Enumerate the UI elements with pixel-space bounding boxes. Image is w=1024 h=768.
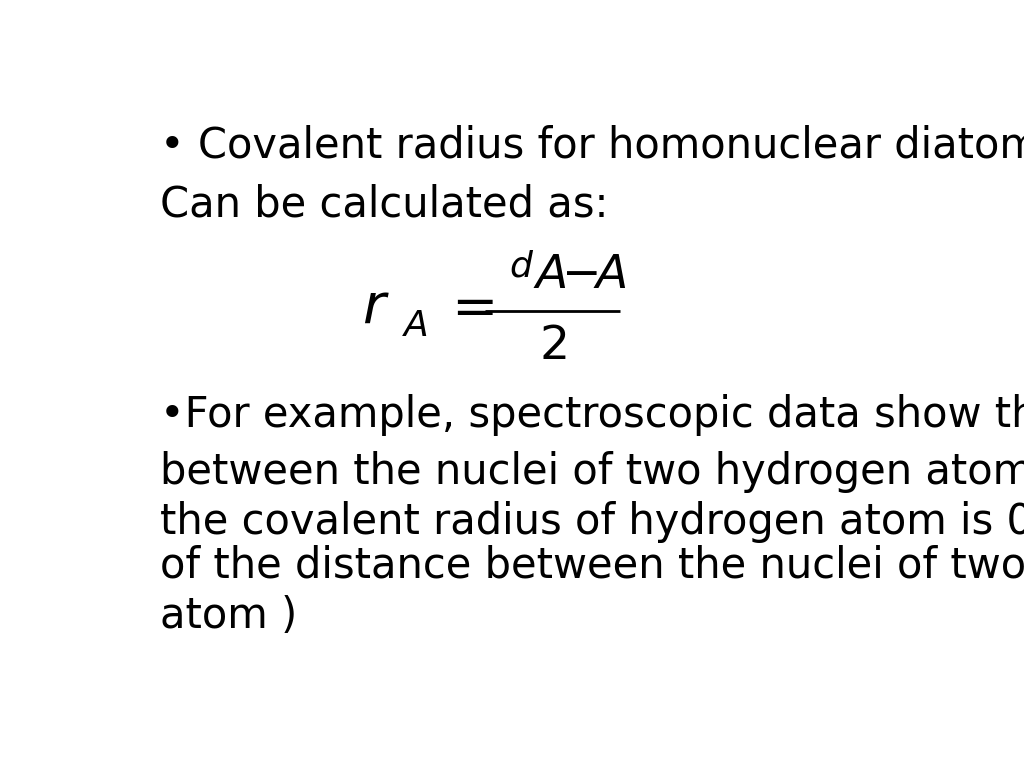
Text: •For example, spectroscopic data show that distance: •For example, spectroscopic data show th… — [160, 394, 1024, 435]
Text: Can be calculated as:: Can be calculated as: — [160, 184, 608, 226]
Text: • Covalent radius for homonuclear diatomic molecule: • Covalent radius for homonuclear diatom… — [160, 124, 1024, 167]
Text: of the distance between the nuclei of two hydrogen: of the distance between the nuclei of tw… — [160, 545, 1024, 587]
Text: atom ): atom ) — [160, 595, 297, 637]
Text: the covalent radius of hydrogen atom is 0.37 Å (half: the covalent radius of hydrogen atom is … — [160, 495, 1024, 543]
Text: between the nuclei of two hydrogen atom is 0.74 Å so: between the nuclei of two hydrogen atom … — [160, 444, 1024, 493]
Text: $\mathit{d}$: $\mathit{d}$ — [509, 250, 535, 283]
Text: $A\!\!-\!\!A$: $A\!\!-\!\!A$ — [532, 253, 626, 298]
Text: $2$: $2$ — [539, 324, 566, 369]
Text: $=$: $=$ — [441, 281, 495, 335]
Text: $\mathit{r}$: $\mathit{r}$ — [362, 281, 390, 335]
Text: $A$: $A$ — [401, 309, 428, 343]
